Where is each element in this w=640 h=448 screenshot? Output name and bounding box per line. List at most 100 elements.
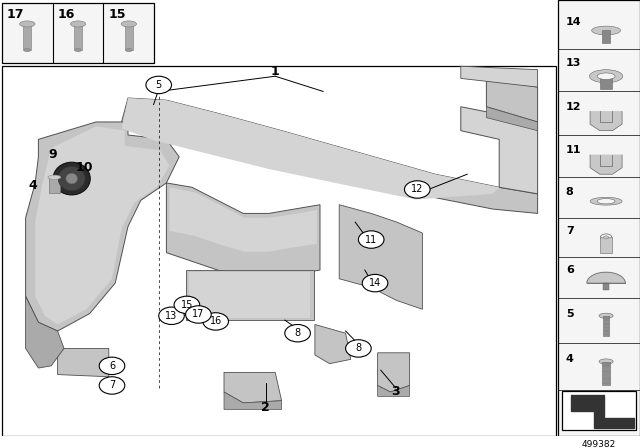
- Circle shape: [186, 306, 211, 323]
- Text: 10: 10: [76, 161, 93, 174]
- Text: 9: 9: [48, 148, 57, 161]
- Ellipse shape: [599, 359, 613, 364]
- Circle shape: [174, 296, 200, 314]
- Text: 16: 16: [58, 8, 75, 21]
- Ellipse shape: [125, 48, 132, 52]
- Polygon shape: [590, 155, 622, 174]
- Text: 15: 15: [109, 8, 126, 21]
- Ellipse shape: [66, 173, 77, 184]
- Text: 14: 14: [566, 17, 581, 27]
- Polygon shape: [186, 270, 314, 320]
- Ellipse shape: [604, 236, 609, 239]
- Circle shape: [203, 313, 228, 330]
- Bar: [602, 362, 610, 385]
- Circle shape: [99, 357, 125, 375]
- Text: 8: 8: [566, 187, 573, 197]
- Ellipse shape: [58, 166, 85, 191]
- Text: 6: 6: [109, 361, 115, 371]
- Ellipse shape: [591, 26, 620, 35]
- Polygon shape: [461, 107, 538, 194]
- Circle shape: [346, 340, 371, 357]
- Text: 11: 11: [365, 235, 378, 245]
- Ellipse shape: [589, 70, 623, 83]
- Ellipse shape: [48, 175, 61, 180]
- Circle shape: [146, 76, 172, 94]
- Polygon shape: [378, 385, 410, 396]
- Bar: [602, 30, 610, 43]
- Text: 8: 8: [294, 328, 301, 338]
- Ellipse shape: [24, 48, 31, 52]
- Polygon shape: [26, 296, 64, 368]
- Bar: [125, 24, 132, 50]
- Text: 5: 5: [156, 80, 162, 90]
- Ellipse shape: [20, 21, 35, 27]
- Circle shape: [358, 231, 384, 248]
- Ellipse shape: [599, 313, 613, 319]
- Polygon shape: [486, 78, 538, 122]
- Bar: [24, 24, 31, 50]
- Text: 3: 3: [391, 385, 400, 398]
- Text: 17: 17: [192, 310, 205, 319]
- Polygon shape: [58, 349, 109, 377]
- Polygon shape: [166, 183, 320, 279]
- Ellipse shape: [600, 234, 612, 241]
- Circle shape: [99, 377, 125, 394]
- Ellipse shape: [597, 73, 615, 79]
- Text: 11: 11: [566, 145, 581, 155]
- Polygon shape: [378, 353, 410, 392]
- Polygon shape: [315, 324, 351, 364]
- Polygon shape: [224, 372, 282, 403]
- Text: 7: 7: [109, 380, 115, 391]
- Ellipse shape: [121, 21, 136, 27]
- Polygon shape: [590, 111, 622, 131]
- Circle shape: [362, 274, 388, 292]
- Bar: [603, 283, 609, 290]
- Text: 2: 2: [261, 401, 270, 414]
- Polygon shape: [170, 187, 317, 252]
- Polygon shape: [587, 272, 625, 283]
- Text: 12: 12: [411, 185, 424, 194]
- Ellipse shape: [70, 21, 86, 27]
- Text: 499382: 499382: [582, 440, 616, 448]
- Circle shape: [404, 181, 430, 198]
- Bar: [49, 177, 60, 193]
- Circle shape: [285, 324, 310, 342]
- Polygon shape: [486, 107, 538, 131]
- Bar: [562, 391, 636, 430]
- Bar: [603, 316, 609, 336]
- Polygon shape: [35, 126, 170, 324]
- Bar: [558, 0, 640, 435]
- Text: 13: 13: [165, 311, 178, 321]
- Text: 4: 4: [566, 354, 573, 364]
- Polygon shape: [461, 66, 538, 87]
- Text: 13: 13: [566, 58, 581, 68]
- Polygon shape: [189, 272, 310, 318]
- Text: 12: 12: [566, 102, 581, 112]
- Text: 6: 6: [566, 265, 573, 275]
- Polygon shape: [224, 392, 282, 409]
- Text: 4: 4: [29, 179, 38, 192]
- Bar: [600, 76, 612, 89]
- Text: 17: 17: [7, 8, 24, 21]
- Ellipse shape: [590, 197, 622, 205]
- Polygon shape: [122, 98, 538, 213]
- Ellipse shape: [597, 198, 615, 204]
- Text: 14: 14: [369, 278, 381, 288]
- Text: 5: 5: [566, 309, 573, 319]
- Ellipse shape: [75, 48, 81, 52]
- Text: 16: 16: [209, 316, 222, 327]
- Polygon shape: [26, 122, 179, 331]
- Text: 7: 7: [566, 226, 573, 236]
- Bar: [600, 237, 612, 253]
- Text: 8: 8: [355, 344, 362, 353]
- Text: 1: 1: [271, 65, 280, 78]
- Polygon shape: [122, 98, 499, 199]
- Bar: [2, 3, 154, 63]
- Bar: [74, 24, 82, 50]
- Polygon shape: [571, 395, 634, 428]
- Polygon shape: [339, 205, 422, 309]
- Circle shape: [159, 307, 184, 324]
- Ellipse shape: [53, 162, 90, 195]
- Text: 15: 15: [180, 300, 193, 310]
- Bar: [2, 66, 556, 435]
